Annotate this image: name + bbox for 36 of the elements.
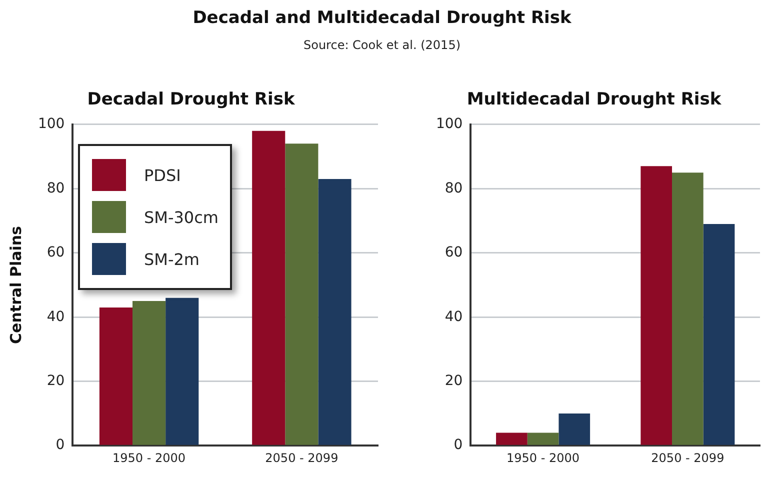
bar xyxy=(640,166,672,445)
bar xyxy=(527,432,559,445)
legend-label: SM-2m xyxy=(144,250,200,268)
x-tick-label: 1950 - 2000 xyxy=(112,450,186,465)
bar xyxy=(132,301,166,445)
y-tick-label: 80 xyxy=(46,180,65,196)
x-tick-label: 2050 - 2099 xyxy=(265,450,338,465)
y-tick-label: 100 xyxy=(436,116,463,132)
y-tick-label: 100 xyxy=(38,116,65,132)
y-axis-title: Central Plains xyxy=(6,226,25,344)
source-note: Source: Cook et al. (2015) xyxy=(302,38,462,52)
y-tick-label: 20 xyxy=(444,373,463,389)
x-tick-label: 1950 - 2000 xyxy=(506,450,580,465)
y-tick-label: 0 xyxy=(56,437,65,454)
bar xyxy=(672,172,704,445)
chart-title: Multidecadal Drought Risk xyxy=(466,90,722,110)
y-tick-label: 60 xyxy=(444,244,463,261)
bar xyxy=(99,307,133,445)
bar xyxy=(285,144,318,445)
chart-title: Decadal Drought Risk xyxy=(87,90,296,110)
y-tick-label: 80 xyxy=(444,180,463,196)
y-tick-label: 40 xyxy=(46,308,65,325)
text: Decadal and Multidecadal Drought Risk xyxy=(192,8,572,28)
y-tick-label: 0 xyxy=(454,437,463,454)
legend-label: SM-30cm xyxy=(144,208,218,226)
y-tick-label: 40 xyxy=(444,308,463,325)
bar xyxy=(318,179,352,445)
y-tick-label: 20 xyxy=(46,373,65,389)
x-tick-label: 2050 - 2099 xyxy=(651,450,724,465)
legend-label: PDSI xyxy=(144,166,181,184)
bar xyxy=(703,224,735,445)
bar xyxy=(496,432,528,445)
bar xyxy=(252,130,286,445)
y-tick-label: 60 xyxy=(46,244,65,261)
bar xyxy=(558,413,590,445)
bar xyxy=(166,298,199,445)
